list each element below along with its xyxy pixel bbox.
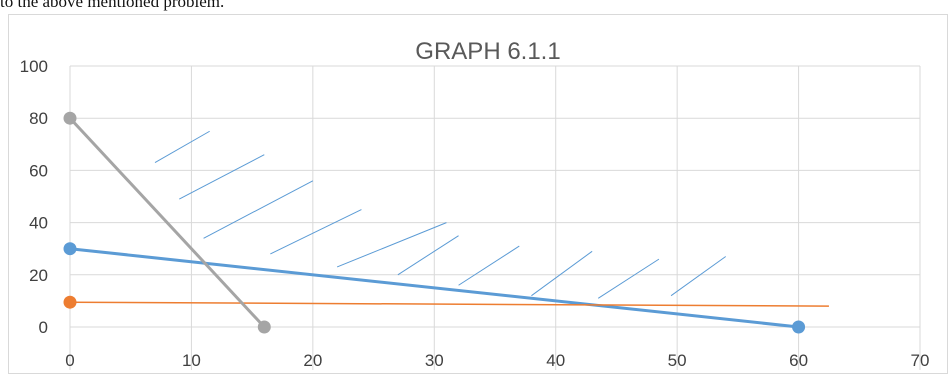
series-line-2	[69, 301, 829, 307]
chart-title: GRAPH 6.1.1	[415, 38, 560, 65]
y-tick-label-100: 100	[20, 57, 48, 76]
x-tick-label-20: 20	[303, 351, 322, 370]
series-3-point-1	[63, 111, 77, 125]
caption-text: to the above mentioned problem.	[0, 0, 225, 11]
hatch-stroke-2	[179, 154, 265, 200]
feasible-region-hatching	[154, 130, 727, 299]
series-3-point-2	[257, 320, 271, 334]
x-tick-label-70: 70	[911, 351, 930, 370]
chart-ticks: 0 10 20 30 40 50 60 70 0 20 40 60 80 100	[20, 57, 930, 370]
series-2-point-1	[63, 295, 77, 309]
x-tick-label-60: 60	[789, 351, 808, 370]
hatch-stroke-8	[531, 250, 593, 297]
x-tick-label-50: 50	[668, 351, 687, 370]
series-line-1	[69, 247, 799, 329]
series-1-point-1	[63, 242, 77, 256]
x-tick-label-0: 0	[65, 351, 74, 370]
chart-series	[63, 111, 829, 334]
hatch-stroke-1	[154, 130, 210, 164]
y-tick-label-20: 20	[29, 266, 48, 285]
hatch-stroke-3	[203, 180, 314, 239]
x-tick-label-10: 10	[182, 351, 201, 370]
series-line-3	[68, 117, 266, 329]
x-tick-label-40: 40	[546, 351, 565, 370]
hatch-stroke-5	[336, 222, 447, 268]
chart-grid	[69, 65, 921, 370]
hatch-stroke-7	[458, 245, 520, 286]
y-tick-label-80: 80	[29, 109, 48, 128]
y-tick-label-40: 40	[29, 214, 48, 233]
y-tick-label-0: 0	[39, 318, 48, 337]
series-1-point-2	[792, 320, 806, 334]
y-tick-label-60: 60	[29, 161, 48, 180]
hatch-stroke-6	[397, 235, 459, 276]
x-tick-label-30: 30	[425, 351, 444, 370]
hatch-stroke-4	[270, 209, 362, 255]
hatch-stroke-9	[597, 258, 660, 299]
hatch-stroke-10	[670, 256, 727, 297]
